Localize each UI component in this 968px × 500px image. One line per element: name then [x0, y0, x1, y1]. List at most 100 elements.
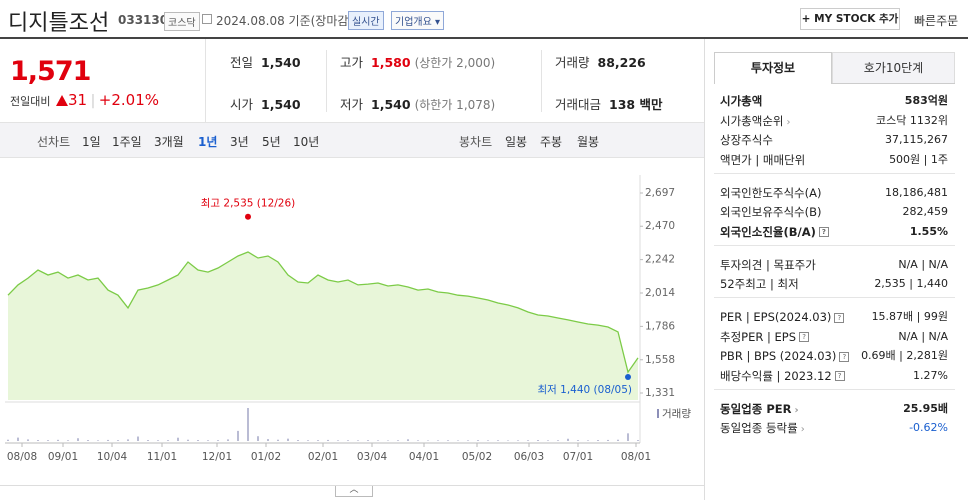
tab[interactable]: 호가10단계: [832, 52, 955, 84]
info-label: 외국인한도주식수(A): [720, 185, 822, 200]
quick-order[interactable]: 빠른주문: [914, 14, 959, 28]
info-value: N/A | N/A: [898, 257, 948, 271]
volume-bar: [417, 440, 419, 441]
price-area: [8, 252, 638, 400]
volume-bar: [637, 440, 639, 441]
info-label: 투자의견 | 목표주가: [720, 257, 816, 272]
tab[interactable]: 5년: [262, 135, 281, 149]
section-divider: [714, 388, 955, 390]
volume-bar: [507, 440, 509, 441]
tab-selected[interactable]: 1년: [198, 135, 218, 149]
change-rate: +2.01%: [98, 91, 160, 109]
info-label: PER | EPS(2024.03): [720, 310, 832, 324]
info-row: 액면가 | 매매단위 500원 | 1주: [720, 151, 948, 169]
collapse-button[interactable]: ︿: [335, 486, 373, 497]
volume-bar: [607, 439, 609, 441]
info-label: 액면가 | 매매단위: [720, 152, 806, 167]
cell-value: 1,540: [371, 97, 411, 112]
cell-label: 고가: [340, 55, 364, 70]
volume-bar: [127, 439, 129, 441]
price-line: [7, 251, 639, 374]
volume-bar: [627, 433, 629, 441]
info-value: 0.69배 | 2,281원: [861, 349, 948, 362]
price-chart: 1,331 1,558 1,786 2,014 2,242 2,470 2,697 최고 2,…: [5, 175, 691, 463]
tab[interactable]: 10년: [293, 135, 320, 149]
y-tick-label: 2,470: [645, 220, 675, 232]
x-tick-label: 12/01: [202, 451, 232, 463]
tab-selected[interactable]: 투자정보: [714, 52, 832, 84]
info-label: 52주최고 | 최저: [720, 277, 799, 291]
company-info-button[interactable]: 기업개요 ▾: [391, 11, 445, 30]
date-basis: 기준(장마감): [288, 14, 354, 28]
x-tick-label: 11/01: [147, 451, 177, 463]
tab[interactable]: 3년: [230, 135, 249, 149]
summary-cell: 거래량 88,226: [555, 52, 646, 71]
info-row: PBR | BPS (2024.03)? 0.69배 | 2,281원: [720, 347, 948, 365]
summary-cell: 고가 1,580 (상한가 2,000): [340, 52, 495, 71]
info-value: 282,459: [902, 205, 949, 218]
cell-label: 전일: [230, 55, 254, 70]
tab[interactable]: 1일: [82, 135, 101, 149]
volume-bar: [107, 439, 109, 441]
volume-bar: [567, 438, 569, 441]
volume-bar: [307, 440, 309, 441]
volume-bar: [497, 440, 499, 441]
tab[interactable]: 1주일: [112, 135, 142, 149]
price-divider: [205, 39, 206, 122]
cell-note: (하한가 1,078): [414, 98, 496, 112]
help-icon: ?: [818, 227, 829, 237]
section-divider: [714, 172, 955, 174]
header-divider: [0, 37, 968, 39]
cell-value: 1,540: [261, 97, 301, 112]
my-stock-button[interactable]: + MY STOCK 추가: [800, 8, 900, 30]
volume-bar: [437, 440, 439, 441]
volume-bar: [377, 440, 379, 441]
cell-value: 1,540: [261, 55, 301, 70]
link-arrow: ›: [800, 424, 805, 435]
volume-bar: [397, 440, 399, 441]
volume-bar: [517, 440, 519, 441]
my-stock-label: MY STOCK 추가: [814, 13, 899, 25]
info-value: 500원 | 1주: [889, 152, 948, 166]
volume-bar: [527, 440, 529, 441]
info-label: PBR | BPS (2024.03): [720, 349, 837, 363]
info-value: 1.27%: [913, 368, 948, 382]
volume-bar: [7, 439, 9, 441]
y-tick-label: 1,786: [645, 320, 675, 332]
realtime-badge[interactable]: 실시간: [348, 11, 384, 30]
separator: |: [90, 93, 96, 109]
y-tick-label: 2,242: [645, 254, 675, 266]
date-value: 2024.08.08: [216, 14, 285, 28]
col-divider: [541, 50, 542, 112]
volume-bar: [587, 440, 589, 441]
volume-bar: [247, 408, 249, 441]
volume-bar: [267, 439, 269, 441]
tab[interactable]: 일봉: [505, 135, 528, 149]
info-value: 15.87배 | 99원: [871, 310, 948, 323]
tab[interactable]: 월봉: [577, 135, 600, 149]
info-row: 외국인한도주식수(A) 18,186,481: [720, 184, 948, 202]
summary-cell: 거래대금 138 백만: [555, 94, 662, 113]
volume-bar: [407, 439, 409, 441]
tab[interactable]: 3개월: [154, 135, 184, 149]
volume-bar: [327, 439, 329, 441]
low-marker: [625, 374, 631, 381]
y-tick-label: 2,014: [645, 287, 675, 299]
tab[interactable]: 주봉: [540, 135, 563, 149]
y-tick-label: 1,558: [645, 354, 675, 366]
volume-legend-icon: [657, 409, 659, 418]
volume-bar: [447, 440, 449, 441]
high-label: 최고 2,535 (12/26): [201, 198, 296, 210]
x-tick-label: 01/02: [251, 451, 281, 463]
volume-bar: [477, 440, 479, 441]
info-label: 동일업종 PER: [720, 401, 792, 416]
link-arrow: ›: [786, 116, 791, 128]
info-label: 외국인소진율(B/A): [720, 224, 816, 239]
volume-bar: [177, 437, 179, 441]
up-triangle: [55, 95, 68, 106]
volume-bar: [47, 440, 49, 441]
info-row: 배당수익률 | 2023.12? 1.27%: [720, 367, 948, 385]
volume-bar: [197, 440, 199, 441]
info-label: 배당수익률 | 2023.12: [720, 368, 832, 383]
